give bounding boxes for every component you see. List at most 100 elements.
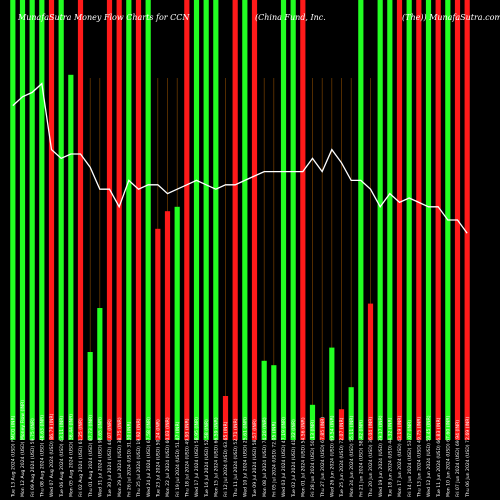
bar [184, 0, 190, 440]
bar [377, 0, 383, 440]
bar [77, 0, 84, 440]
x-tick-label: Wed 07 Aug 2024 (USD) 86.79 (INR) [49, 413, 55, 497]
bar [290, 0, 296, 440]
bar [232, 0, 238, 440]
bar [251, 0, 258, 440]
x-tick-label: Fri 19 Jul 2024 (USD) 51.47 (INR) [175, 421, 181, 497]
bar [338, 409, 345, 440]
bar [68, 74, 74, 441]
chart-title: MunafaSutra Money Flow Charts for CCN [18, 13, 190, 22]
bar [319, 418, 325, 440]
x-tick-label: Thu 06 Jun 2024 (USD) 72.69 (INR) [465, 417, 471, 498]
bar [193, 0, 200, 440]
x-tick-label: Mon 05 Aug 2024 (USD) 36.44 (INR) [68, 414, 74, 497]
bar [106, 0, 113, 440]
x-tick-label: Thu 01 Aug 2024 (USD) 87.73 (INR) [88, 415, 94, 498]
x-tick-label: Tue 23 Jul 2024 (USD) 50.24 (INR) [155, 419, 161, 498]
bar [19, 0, 26, 440]
x-tick-label: Thu 18 Jul 2024 (USD) 49.93 (INR) [184, 418, 190, 498]
bar [309, 404, 316, 440]
bar [164, 211, 171, 440]
x-tick-label: Wed 10 Jul 2024 (USD) 25.61 (INR) [242, 417, 248, 497]
bar [116, 0, 122, 440]
x-tick-label: Wed 19 Jun 2024 (USD) 39.17 (INR) [378, 415, 384, 497]
x-tick-label: Wed 17 Jul 2024 (USD) 58.95 (INR) [194, 417, 200, 497]
bar [300, 0, 306, 440]
x-tick-label: Thu 08 Aug 2024 (USD) 48.63 (INR) [39, 415, 45, 498]
bar [155, 228, 161, 440]
x-tick-label: Mon 01 Jul 2024 (USD) 54.56 (INR) [300, 417, 306, 497]
bar [48, 0, 55, 440]
bar [10, 0, 16, 440]
bar [39, 0, 45, 440]
bar [425, 0, 432, 440]
x-tick-label: Tue 06 Aug 2024 (USD) 43.11 (INR) [59, 416, 65, 498]
x-tick-label: Wed 31 Jul 2024 (USD) 98.65 (INR) [97, 417, 103, 497]
bar [203, 0, 209, 440]
bar [396, 0, 403, 440]
x-tick-label: Mon 24 Jun 2024 (USD) 55.11 (INR) [349, 416, 355, 497]
bar [387, 0, 393, 440]
company-name: (China Fund, Inc. [255, 13, 326, 22]
x-tick-label: Mon 15 Jul 2024 (USD) 66.59 (INR) [213, 417, 219, 497]
x-tick-label: Wed 24 Jul 2024 (USD) 67.58 (INR) [146, 417, 152, 497]
x-tick-label: Mon 17 Jun 2024 (USD) 43.19 (INR) [397, 416, 403, 497]
x-tick-label: Fri 05 Jul 2024 (USD) 72.05 (INR) [271, 421, 277, 497]
x-tick-label: Mon 22 Jul 2024 (USD) 60.03 (INR) [165, 417, 171, 497]
x-tick-label: Tue 09 Jul 2024 (USD) 58.57 (INR) [252, 419, 258, 498]
x-tick-label: Tue 16 Jul 2024 (USD) 52.58 (INR) [204, 419, 210, 498]
x-tick-label: Thu 11 Jul 2024 (USD) 52.71 (INR) [233, 418, 239, 498]
x-tick-label: Wed 12 Jun 2024 (USD) 50.45 (INR) [426, 415, 432, 497]
x-tick-label: Tue 13 Aug 2024 (USD) FMCG (INR) [10, 415, 16, 498]
money-flow-line [12, 82, 468, 234]
x-tick-label: Thu 27 Jun 2024 (USD) 67.85 (INR) [320, 417, 326, 498]
x-tick-label: Fri 14 Jun 2024 (USD) 53.07 (INR) [407, 420, 413, 497]
x-tick-label: Wed 26 Jun 2024 (USD) 69.54 (INR) [329, 415, 335, 497]
x-tick-label: Mon 29 Jul 2024 (USD) 38.75 (INR) [117, 417, 123, 497]
bar [97, 308, 103, 440]
bar [174, 206, 180, 440]
x-tick-label: Tue 02 Jul 2024 (USD) 41.32 (INR) [291, 419, 297, 498]
bar [367, 303, 374, 440]
bar [329, 347, 335, 440]
x-tick-label: Fri 26 Jul 2024 (USD) 31.30 (INR) [126, 421, 132, 497]
x-tick-label: Fri 09 Aug 2024 (USD) 59.75 (INR) [30, 418, 36, 497]
bar [222, 396, 229, 440]
x-axis-labels: Tue 13 Aug 2024 (USD) FMCG (INR) Mon 12 A… [10, 400, 470, 498]
bar [58, 0, 64, 440]
x-tick-label: Tue 11 Jun 2024 (USD) 66.83 (INR) [436, 417, 442, 498]
x-tick-label: Mon 08 Jul 2024 (USD) 74.20 (INR) [262, 417, 268, 497]
bar [135, 0, 142, 440]
x-tick-label: Fri 02 Aug 2024 (USD) 61.25 (INR) [78, 418, 84, 497]
site-name: (The)) MunafaSutra.com [402, 13, 500, 22]
bar [435, 0, 441, 440]
bar [145, 0, 151, 440]
x-tick-label: Mon 12 Aug 2024 (USD) Money Flow (INR) [20, 400, 26, 497]
x-tick-label: Thu 25 Jul 2024 (USD) 19.92 (INR) [136, 418, 142, 498]
x-tick-label: Fri 28 Jun 2024 (USD) 50.13 (INR) [310, 420, 316, 497]
x-tick-label: Wed 03 Jul 2024 (USD) 47.19 (INR) [281, 417, 287, 497]
x-tick-label: Thu 13 Jun 2024 (USD) 49.75 (INR) [416, 417, 422, 498]
bar [348, 387, 354, 440]
x-tick-label: Tue 25 Jun 2024 (USD) 72.07 (INR) [339, 417, 345, 498]
bar [29, 0, 35, 440]
bar [213, 0, 219, 440]
bar [358, 0, 364, 440]
x-tick-label: Fri 07 Jun 2024 (USD) 69.94 (INR) [455, 420, 461, 497]
bar [242, 0, 248, 440]
bar [280, 0, 287, 440]
x-tick-label: Fri 12 Jul 2024 (USD) 63.65 (INR) [223, 421, 229, 497]
bar [406, 0, 412, 440]
bar [87, 352, 93, 440]
bar [271, 365, 277, 440]
x-tick-label: Fri 21 Jun 2024 (USD) 58.42 (INR) [358, 420, 364, 497]
bar [464, 0, 470, 440]
x-tick-label: Mon 10 Jun 2024 (USD) 67.60 (INR) [445, 416, 451, 497]
bar [126, 0, 132, 440]
x-tick-label: Tue 30 Jul 2024 (USD) 44.07 (INR) [107, 419, 113, 498]
bar [261, 360, 267, 440]
x-tick-label: Thu 20 Jun 2024 (USD) 36.04 (INR) [368, 417, 374, 498]
x-tick-label: Tue 18 Jun 2024 (USD) 44.32 (INR) [387, 417, 393, 498]
